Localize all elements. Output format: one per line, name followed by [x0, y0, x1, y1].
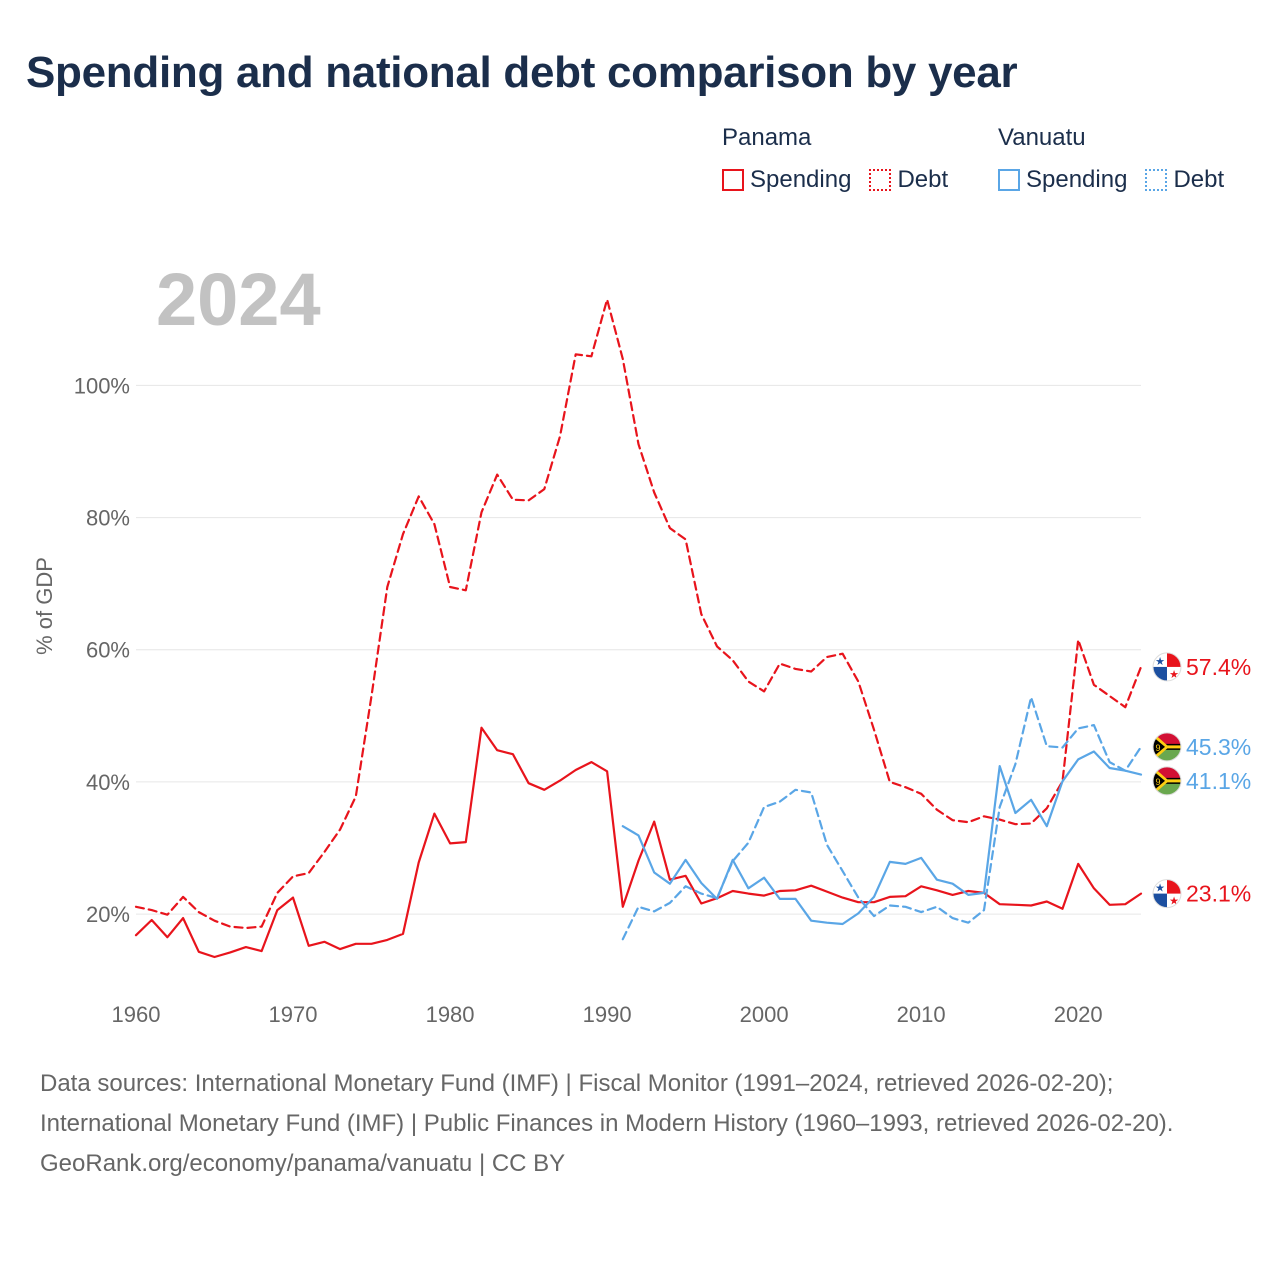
vanuatu-flag-icon: [1152, 732, 1182, 762]
legend-group-panama: Panama Spending Debt: [722, 124, 948, 194]
y-axis-label: % of GDP: [32, 557, 57, 655]
x-tick-label: 1990: [583, 1002, 632, 1027]
legend-group-name: Vanuatu: [998, 124, 1086, 151]
dotted-line-swatch-icon: [1145, 169, 1168, 191]
x-tick-label: 2000: [740, 1002, 789, 1027]
x-tick-label: 1960: [112, 1002, 161, 1027]
x-tick-label: 1980: [426, 1002, 475, 1027]
panama-flag-icon: [1152, 879, 1182, 909]
y-tick-label: 100%: [74, 373, 130, 398]
sources: Data sources: International Monetary Fun…: [40, 1064, 1250, 1184]
end-value-label: 45.3%: [1186, 734, 1251, 760]
legend-item-vanuatu-debt[interactable]: Debt: [1145, 166, 1224, 194]
solid-line-swatch-icon: [722, 169, 744, 191]
end-value-label: 41.1%: [1186, 768, 1251, 794]
dotted-line-swatch-icon: [869, 169, 892, 191]
legend-item-panama-debt[interactable]: Debt: [869, 166, 948, 194]
legend-group-vanuatu: Vanuatu Spending Debt: [998, 124, 1224, 194]
y-tick-label: 40%: [86, 770, 130, 795]
legend-item-label: Debt: [897, 166, 949, 193]
line-chart: ★ ★ 9 2024 % of GDP 20%40%60%80%100% 196…: [32, 258, 1251, 1027]
legend-item-label: Spending: [1026, 166, 1128, 193]
vanuatu-flag-icon: [1152, 766, 1182, 796]
series-layer: [134, 298, 1143, 959]
series-line-panama-spending[interactable]: [134, 726, 1143, 959]
y-tick-label: 80%: [86, 506, 130, 531]
x-tick-label: 1970: [269, 1002, 318, 1027]
legend-item-panama-spending[interactable]: Spending: [722, 166, 851, 194]
y-axis-ticks: 20% 40% 60% 80% 100%: [74, 373, 130, 927]
legend-item-vanuatu-spending[interactable]: Spending: [998, 166, 1127, 194]
legend-item-label: Debt: [1173, 166, 1225, 193]
legend-group-name: Panama: [722, 124, 812, 151]
sources-text: Data sources: International Monetary Fun…: [40, 1070, 1174, 1137]
end-value-label: 23.1%: [1186, 881, 1251, 907]
panama-flag-icon: [1152, 652, 1182, 682]
y-tick-label: 60%: [86, 638, 130, 663]
grid-layer: [136, 384, 1141, 915]
series-line-panama-debt[interactable]: [134, 298, 1143, 930]
year-label: 2024: [156, 258, 321, 341]
x-tick-label: 2020: [1054, 1002, 1103, 1027]
chart-title: Spending and national debt comparison by…: [26, 48, 1018, 97]
y-tick-label: 20%: [86, 902, 130, 927]
x-tick-label: 2010: [897, 1002, 946, 1027]
end-labels: 57.4% 45.3% 41.1% 23.1%: [1152, 652, 1251, 909]
x-axis-ticks: 1960 1970 1980 1990 2000 2010 2020: [112, 1002, 1103, 1027]
solid-line-swatch-icon: [998, 169, 1020, 191]
sources-site-link[interactable]: GeoRank.org/economy/panama/vanuatu | CC …: [40, 1150, 566, 1177]
legend-item-label: Spending: [750, 166, 852, 193]
series-line-vanuatu-spending[interactable]: [621, 750, 1143, 926]
end-value-label: 57.4%: [1186, 654, 1251, 680]
series-line-vanuatu-debt[interactable]: [621, 696, 1143, 941]
